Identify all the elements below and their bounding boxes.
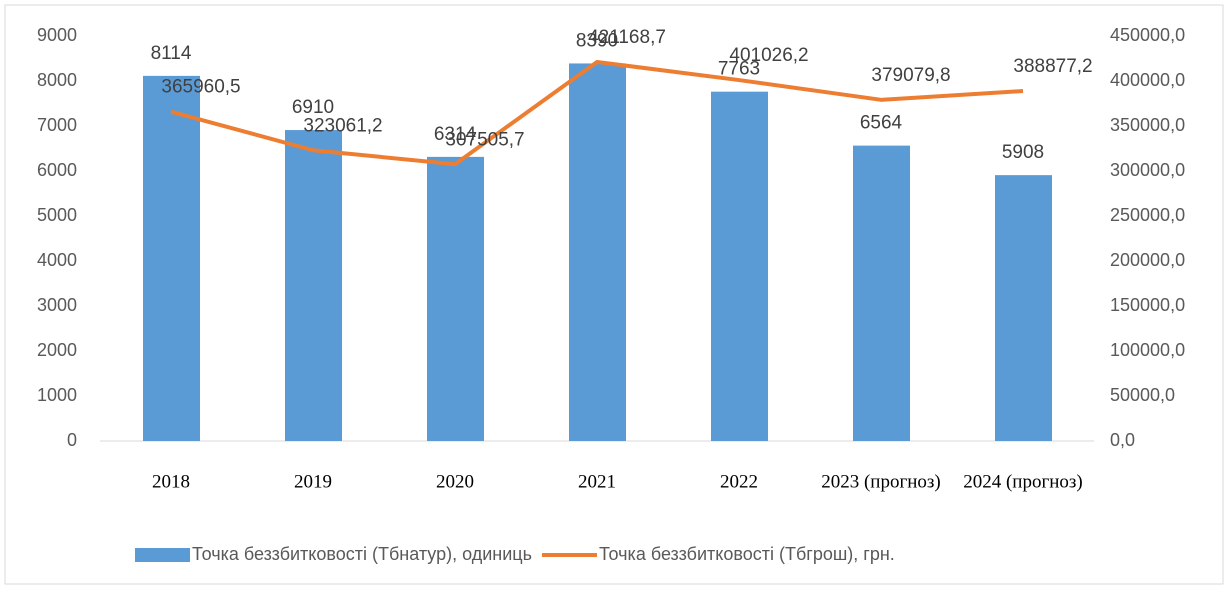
legend-label: Точка беззбитковості (Тбнатур), одиниць: [192, 544, 532, 564]
y2-tick-label: 400000,0: [1110, 70, 1185, 90]
y2-tick-label: 100000,0: [1110, 340, 1185, 360]
line-value-label: 307505,7: [445, 129, 524, 150]
bar-value-label: 8390: [576, 30, 618, 51]
bar: [427, 156, 484, 441]
bar: [143, 75, 200, 442]
bar: [995, 175, 1052, 441]
bar-value-label: 6910: [292, 97, 334, 118]
x-tick-label: 2020: [436, 471, 474, 492]
x-tick-label: 2021: [578, 471, 616, 492]
line-value-label: 323061,2: [303, 115, 382, 136]
bar: [853, 145, 910, 441]
y-tick-label: 3000: [37, 295, 77, 315]
y2-tick-label: 300000,0: [1110, 160, 1185, 180]
x-tick-label: 2018: [152, 471, 190, 492]
y-tick-label: 6000: [37, 160, 77, 180]
bar-value-label: 6314: [434, 124, 477, 145]
y-tick-label: 5000: [37, 205, 77, 225]
y2-tick-label: 350000,0: [1110, 115, 1185, 135]
y-tick-label: 2000: [37, 340, 77, 360]
bar: [569, 63, 626, 441]
y2-tick-label: 200000,0: [1110, 250, 1185, 270]
bar-value-label: 7763: [718, 59, 760, 80]
line-value-label: 421168,7: [588, 27, 666, 48]
bar: [711, 91, 768, 441]
y2-tick-label: 150000,0: [1110, 295, 1185, 315]
y2-tick-label: 450000,0: [1110, 25, 1185, 45]
line-value-label: 379079,8: [871, 65, 950, 86]
x-tick-label: 2023 (прогноз): [821, 471, 941, 492]
bar: [285, 130, 342, 442]
bar-value-label: 5908: [1002, 142, 1044, 163]
y2-tick-label: 50000,0: [1110, 385, 1175, 405]
y-tick-label: 8000: [37, 70, 77, 90]
bar-value-label: 8114: [151, 43, 192, 64]
y-tick-label: 1000: [37, 385, 77, 405]
y-tick-label: 4000: [37, 250, 77, 270]
y-tick-label: 7000: [37, 115, 77, 135]
line-value-label: 401026,2: [729, 45, 808, 66]
x-tick-label: 2019: [294, 471, 332, 492]
x-tick-label: 2022: [720, 471, 758, 492]
y-tick-label: 0: [67, 430, 77, 450]
line-value-label: 365960,5: [161, 77, 240, 98]
legend-label: Точка беззбитковості (Тбгрош), грн.: [599, 544, 895, 564]
y2-tick-label: 0,0: [1110, 430, 1135, 450]
line-value-label: 388877,2: [1013, 56, 1092, 77]
y-tick-label: 9000: [37, 25, 77, 45]
line: [170, 59, 1024, 167]
y2-tick-label: 250000,0: [1110, 205, 1185, 225]
bar-value-label: 6564: [860, 113, 903, 134]
x-tick-label: 2024 (прогноз): [963, 471, 1083, 492]
legend-swatch: [135, 548, 190, 562]
